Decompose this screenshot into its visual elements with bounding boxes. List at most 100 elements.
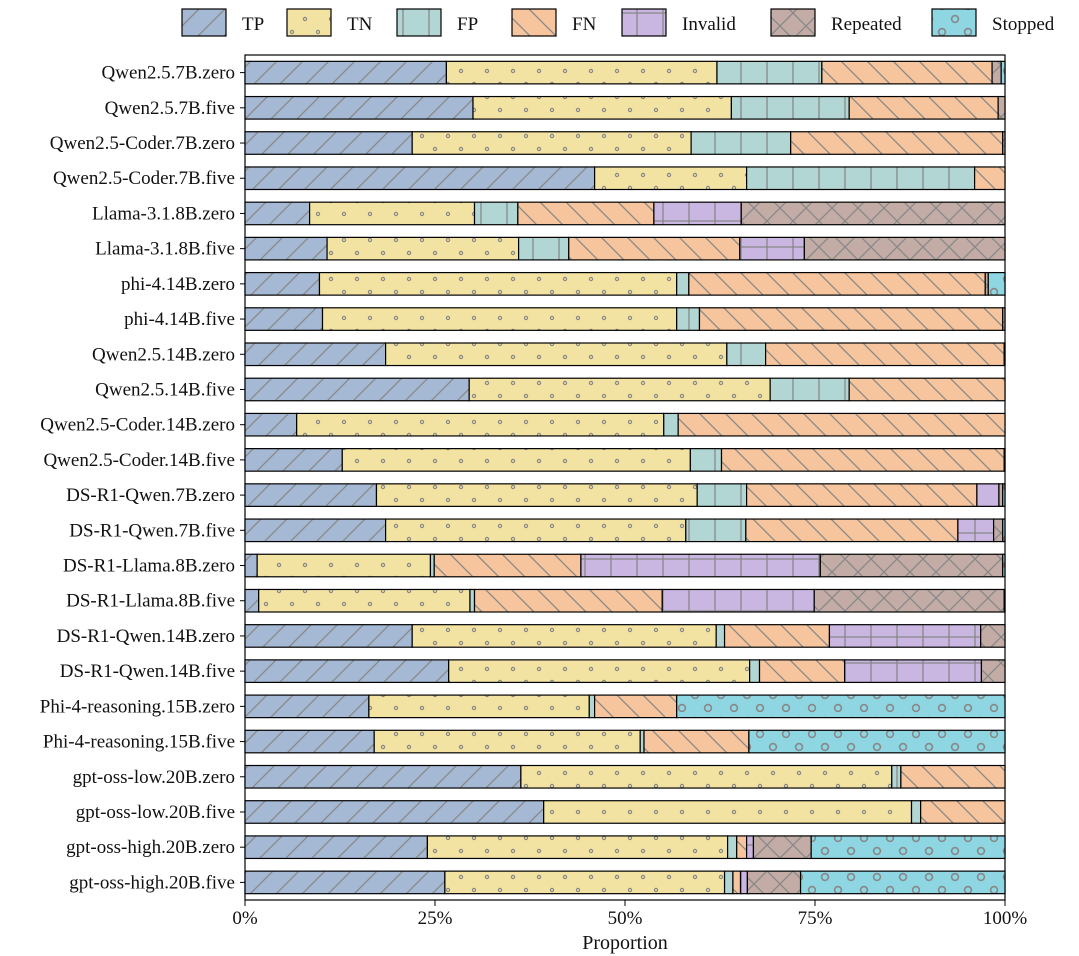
bar-row-ds-r1-qwen-14b-five [244,659,1006,684]
bar-segment-llama-3-1-8b-zero-fn [517,201,655,226]
bar-segment-llama-3-1-8b-five-repeated [803,236,1006,261]
bar-segment-llama-3-1-8b-five-invalid [739,236,805,261]
bar-segment-ds-r1-llama-8b-five-repeated [813,588,1005,613]
bar-segment-qwen2-5-7b-five-fp [730,95,850,120]
y-tick-label: Llama-3.1.8B.five [95,239,235,260]
y-tick-label: DS-R1-Llama.8B.five [66,591,235,612]
bar-segment-qwen2-5-coder-7b-five-tn [593,166,748,191]
legend-swatch [511,8,557,37]
bar-row-gpt-oss-high-20b-five [244,870,1006,895]
bar-segment-ds-r1-llama-8b-five-stopped [1003,588,1006,613]
bar-segment-gpt-oss-high-20b-five-fp [723,870,734,895]
legend-item-fp: FP [396,8,478,37]
bar-segment-qwen2-5-7b-zero-stopped [1000,60,1006,85]
y-tick-label: Phi-4-reasoning.15B.five [43,732,235,753]
y-axis-labels: Qwen2.5.7B.zero Qwen2.5.7B.five Qwen2.5-Co… [40,63,245,893]
bar-segment-llama-3-1-8b-zero-repeated [740,201,1006,226]
legend-label: FP [457,14,478,35]
bar-segment-llama-3-1-8b-zero-fp [473,201,519,226]
legend-item-tp: TP [181,8,264,37]
bar-row-ds-r1-qwen-14b-zero [244,624,1006,648]
bar-segment-qwen2-5-coder-7b-zero-tn [411,131,692,155]
bar-segment-phi-4-reasoning-15b-five-tn [373,729,641,754]
bar-segment-qwen2-5-coder-14b-zero-tp [244,412,298,437]
bar-row-llama-3-1-8b-five [244,236,1006,261]
bar-segment-phi-4-14b-five-tn [321,307,678,331]
legend: TP TN FP FN Invalid Repeated Stopped [181,8,1055,37]
bar-row-ds-r1-qwen-7b-five [244,518,1006,543]
y-tick-label: DS-R1-Llama.8B.zero [63,556,235,577]
y-tick-label: DS-R1-Qwen.7B.five [69,520,235,541]
bar-segment-phi-4-reasoning-15b-five-fn [643,729,750,754]
y-tick-label: gpt-oss-high.20B.five [69,872,235,893]
y-tick-label: DS-R1-Qwen.14B.zero [57,626,235,647]
bar-segment-ds-r1-llama-8b-zero-stopped [1002,553,1006,578]
legend-item-stopped: Stopped [931,8,1055,37]
bar-row-ds-r1-llama-8b-five [244,588,1006,613]
bar-row-qwen2-5-coder-14b-zero [244,412,1006,437]
bar-segment-ds-r1-llama-8b-zero-tn [256,553,432,578]
bar-segment-ds-r1-qwen-14b-five-invalid [844,659,983,684]
bar-row-llama-3-1-8b-zero [244,201,1006,226]
legend-label: FN [572,14,597,35]
bar-segment-ds-r1-qwen-7b-five-stopped [1002,518,1006,543]
bar-segment-phi-4-reasoning-15b-zero-tn [368,694,590,719]
legend-item-tn: TN [286,8,373,37]
bar-segment-ds-r1-qwen-14b-zero-tn [411,624,717,648]
bar-segment-qwen2-5-coder-7b-zero-fp [690,131,792,155]
bar-row-phi-4-reasoning-15b-zero [244,694,1006,719]
legend-swatch [396,8,442,37]
bar-row-phi-4-14b-zero [244,271,1006,296]
bar-segment-gpt-oss-low-20b-zero-fp [891,764,902,789]
bar-segment-ds-r1-qwen-7b-zero-fn [745,483,978,507]
bar-segment-ds-r1-llama-8b-zero-invalid [580,553,821,578]
bar-segment-ds-r1-qwen-7b-five-repeated [992,518,1004,543]
bar-segment-phi-4-reasoning-15b-five-stopped [748,729,1006,754]
x-tick-label: 0% [232,908,258,929]
bar-segment-qwen2-5-14b-zero-tn [385,342,728,367]
x-tick-label: 25% [418,908,453,929]
bar-segment-qwen2-5-coder-7b-zero-tp [244,131,413,155]
y-tick-label: Qwen2.5-Coder.7B.zero [50,133,235,154]
bar-segment-phi-4-14b-five-tp [244,307,324,331]
bar-segment-qwen2-5-coder-14b-five-tn [341,448,691,472]
bar-segment-ds-r1-qwen-7b-five-invalid [957,518,995,543]
y-tick-label: Phi-4-reasoning.15B.zero [40,696,235,717]
bar-segment-ds-r1-qwen-7b-five-tp [244,518,387,543]
bar-segment-qwen2-5-14b-five-tp [244,377,470,402]
y-tick-label: DS-R1-Qwen.14B.five [60,661,235,682]
bar-segment-llama-3-1-8b-zero-invalid [653,201,742,226]
bar-segment-qwen2-5-7b-five-repeated [997,95,1006,120]
y-tick-label: Qwen2.5.7B.five [105,98,235,119]
x-tick-label: 100% [983,908,1028,929]
bar-row-qwen2-5-7b-zero [244,60,1006,85]
bar-segment-ds-r1-llama-8b-zero-repeated [819,553,1004,578]
bar-segment-gpt-oss-low-20b-five-tp [244,800,545,824]
bar-row-qwen2-5-coder-7b-five [244,166,1006,191]
bar-segment-ds-r1-qwen-14b-zero-tp [244,624,413,648]
bar-segment-gpt-oss-low-20b-zero-fn [900,764,1006,789]
bar-segment-ds-r1-qwen-7b-zero-fp [696,483,748,507]
bar-segment-phi-4-reasoning-15b-zero-fp [588,694,596,719]
bar-segment-qwen2-5-14b-zero-repeated [1003,342,1006,367]
legend-swatch [931,8,977,37]
bar-segment-gpt-oss-high-20b-five-tn [444,870,726,895]
bar-segment-llama-3-1-8b-five-fn [568,236,741,261]
legend-item-invalid: Invalid [621,8,736,37]
bar-row-qwen2-5-7b-five [244,95,1006,120]
bar-segment-phi-4-14b-zero-stopped [987,271,1006,296]
bar-segment-qwen2-5-14b-five-fn [848,377,1006,402]
bar-segment-qwen2-5-7b-zero-repeated [991,60,1002,85]
bar-segment-phi-4-14b-zero-tp [244,271,321,296]
bar-segment-llama-3-1-8b-five-tn [326,236,520,261]
bar-row-qwen2-5-coder-7b-zero [244,131,1006,155]
bar-segment-qwen2-5-14b-zero-tp [244,342,387,367]
bar-segment-gpt-oss-high-20b-zero-tn [426,835,729,860]
bar-segment-gpt-oss-low-20b-five-tn [543,800,913,824]
bar-row-ds-r1-llama-8b-zero [244,553,1006,578]
bar-row-ds-r1-qwen-7b-zero [244,483,1006,507]
bar-row-phi-4-reasoning-15b-five [244,729,1006,754]
bar-segment-llama-3-1-8b-five-fp [517,236,570,261]
bar-segment-ds-r1-llama-8b-zero-tp [244,553,258,578]
bar-segment-qwen2-5-7b-five-tn [472,95,732,120]
